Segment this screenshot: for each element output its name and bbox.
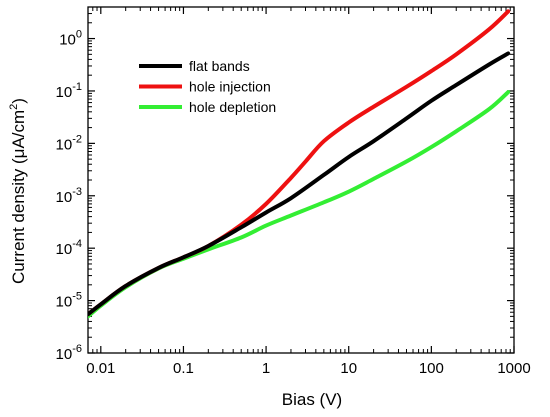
y-tick-label-exponent: -4	[72, 238, 82, 250]
y-tick-label-exponent: -2	[72, 133, 82, 145]
x-tick-label: 100	[419, 360, 444, 377]
y-tick-label: 100	[59, 29, 82, 49]
y-tick-label-base: 10	[56, 294, 73, 311]
y-tick-label: 10-4	[56, 238, 82, 258]
y-axis-title-main: Current density (μA/cm	[9, 110, 28, 284]
legend: flat bands hole injection hole depletion	[139, 58, 276, 115]
y-tick-label-exponent: 0	[76, 29, 82, 41]
x-tick-label: 0.1	[173, 360, 194, 377]
y-tick-label: 10-2	[56, 133, 82, 153]
y-tick-label-base: 10	[59, 32, 76, 49]
y-tick-label-exponent: -3	[72, 186, 82, 198]
y-tick-label: 10-5	[56, 291, 82, 311]
y-tick-label-base: 10	[56, 136, 73, 153]
legend-label-hole-depletion: hole depletion	[189, 99, 276, 115]
x-axis-title: Bias (V)	[282, 390, 342, 409]
y-axis-title: Current density (μA/cm2)	[8, 98, 28, 284]
series-lines	[88, 9, 511, 319]
x-tick-label: 1000	[497, 360, 530, 377]
series-line-flat-bands	[88, 51, 511, 317]
x-tick-label: 0.01	[86, 360, 115, 377]
y-tick-label: 10-1	[56, 81, 82, 101]
series-line-hole-depletion	[88, 90, 511, 319]
x-tick-label: 10	[340, 360, 357, 377]
series-line-hole-injection	[88, 9, 511, 317]
y-tick-label: 10-3	[56, 186, 82, 206]
y-tick-label-exponent: -5	[72, 291, 82, 303]
legend-label-flat-bands: flat bands	[189, 58, 250, 74]
y-axis-title-sup: 2	[8, 104, 20, 110]
y-tick-label-base: 10	[56, 84, 73, 101]
y-tick-label: 10-6	[56, 343, 82, 363]
legend-label-hole-injection: hole injection	[189, 79, 271, 95]
x-tick-labels: 0.01 0.1 1 10 100 1000	[86, 360, 530, 377]
y-tick-label-exponent: -6	[72, 343, 82, 355]
y-tick-label-base: 10	[56, 346, 73, 363]
y-axis-title-tail: )	[9, 98, 28, 104]
minor-ticks	[87, 6, 514, 353]
y-tick-label-base: 10	[56, 189, 73, 206]
x-tick-label: 1	[262, 360, 270, 377]
y-tick-label-exponent: -1	[72, 81, 82, 93]
y-tick-label-base: 10	[56, 241, 73, 258]
